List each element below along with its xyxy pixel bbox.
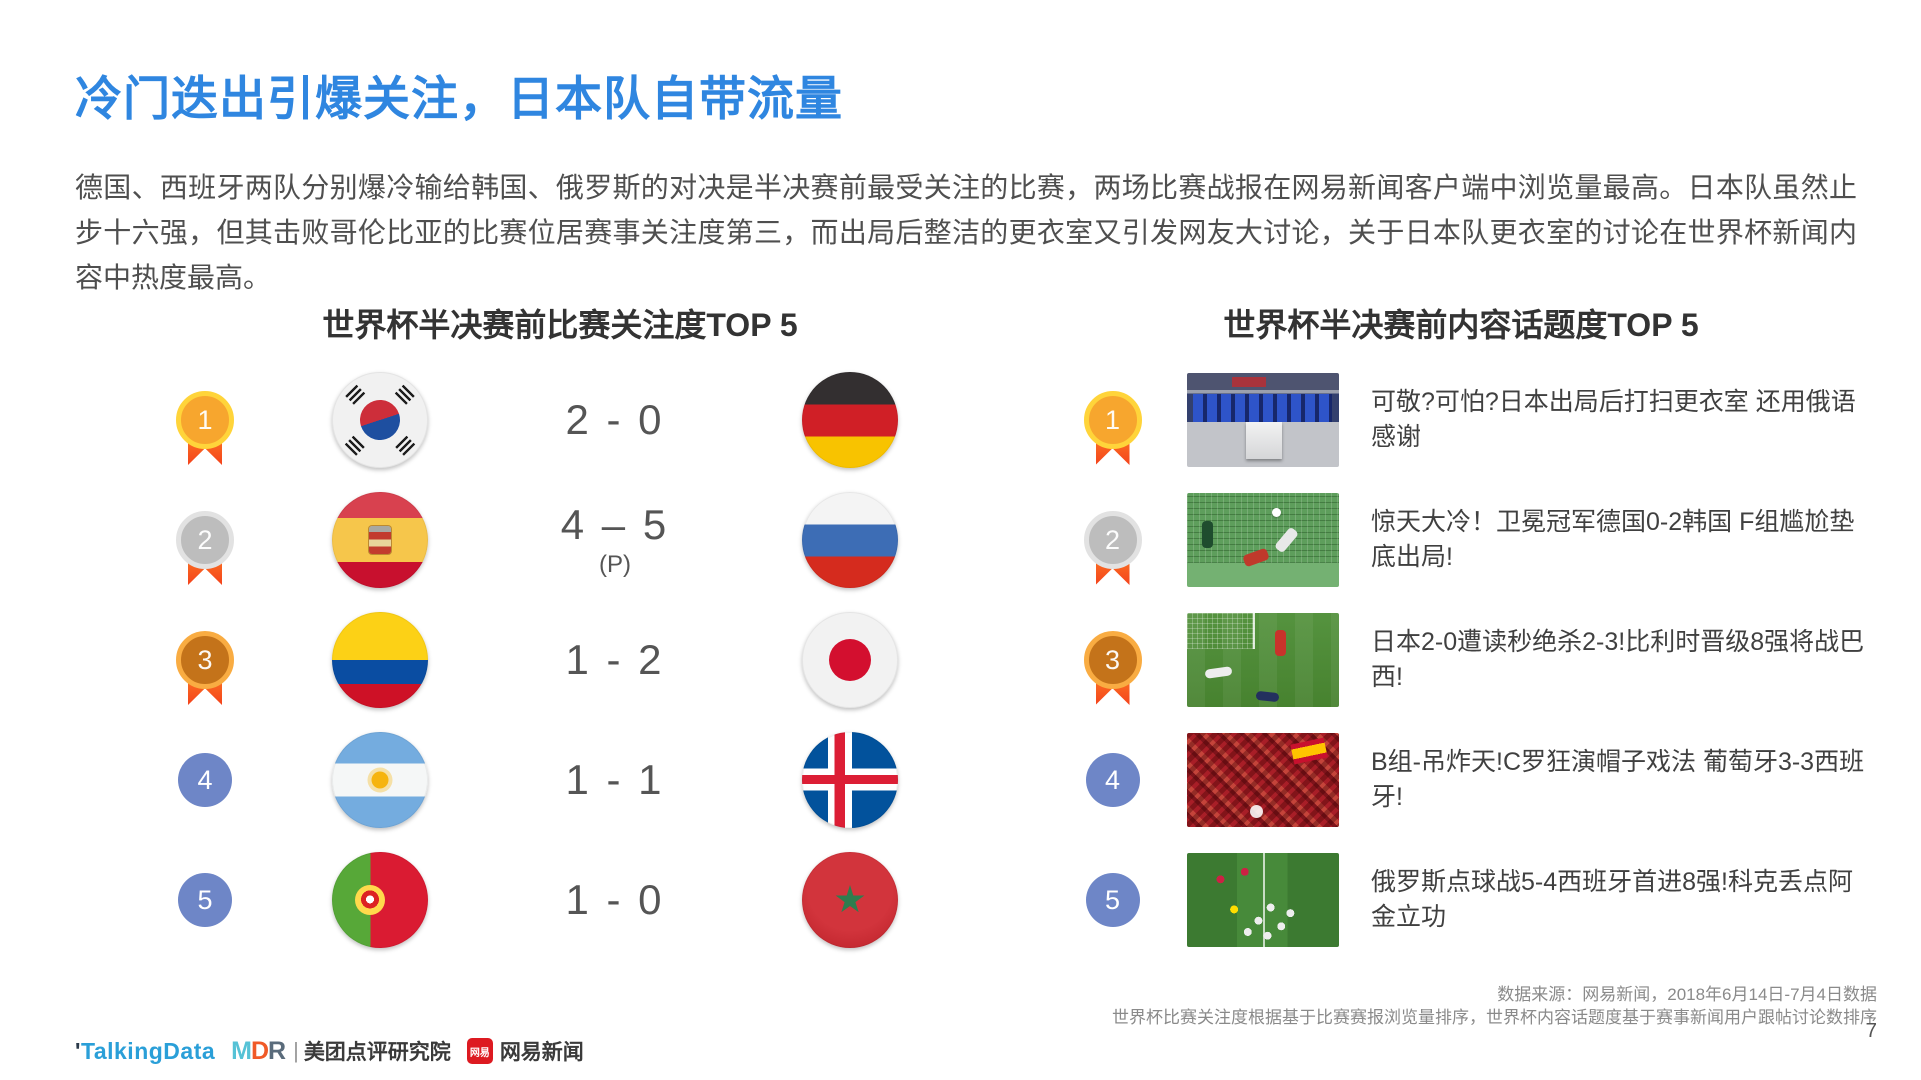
rank-circle: 5 (178, 873, 232, 927)
netease-news-logo: 网易 网易新闻 (466, 1036, 584, 1066)
score-text: 2 - 0 (565, 396, 665, 443)
table-row: 3 1 - 2 (150, 600, 970, 720)
russia-spain-penalty-photo (1186, 853, 1339, 947)
news-headline: B组-吊炸天!C罗狂演帽子戏法 葡萄牙3-3西班牙! (1371, 747, 1865, 812)
table-row: 1 2 - 0 (150, 360, 970, 480)
colombia-flag-icon (332, 612, 428, 708)
spain-fans-crowd-photo (1186, 733, 1339, 827)
rank-silver-medal-icon: 2 (1081, 511, 1145, 585)
page-number: 7 (1865, 1020, 1877, 1042)
japan-belgium-match-photo (1186, 613, 1339, 707)
spain-flag-icon (332, 492, 428, 588)
germany-korea-goal-photo (1186, 493, 1339, 587)
rank-number: 1 (176, 391, 234, 449)
iceland-flag-icon (802, 732, 898, 828)
topic-section-title: 世界杯半决赛前内容话题度TOP 5 (1223, 307, 1699, 343)
south-korea-flag-icon (332, 372, 428, 468)
news-headline: 惊天大冷！卫冕冠军德国0-2韩国 F组尴尬垫底出局! (1371, 507, 1855, 572)
table-row: 4 1 - 1 (150, 720, 970, 840)
score-text: 1 - 0 (565, 876, 665, 923)
score-cell: 1 - 0 (565, 876, 664, 924)
rank-number: 2 (176, 511, 234, 569)
score-text: 1 - 2 (565, 636, 665, 683)
rank-circle: 4 (178, 753, 232, 807)
rank-gold-medal-icon: 1 (173, 391, 237, 465)
data-source-note: 数据来源：网易新闻，2018年6月14日-7月4日数据 世界杯比赛关注度根据基于… (1112, 983, 1877, 1029)
score-cell: 1 - 1 (565, 756, 664, 804)
talkingdata-logo: 'TalkingData (75, 1037, 216, 1064)
match-section-title: 世界杯半决赛前比赛关注度TOP 5 (322, 307, 798, 343)
rank-circle: 5 (1085, 873, 1140, 927)
page-title: 冷门迭出引爆关注，日本队自带流量 (75, 72, 843, 125)
portugal-flag-icon (332, 852, 428, 948)
news-headline: 可敬?可怕?日本出局后打扫更衣室 还用俄语感谢 (1371, 387, 1856, 452)
argentina-flag-icon (332, 732, 428, 828)
list-item: 3 日本2-0遭读秒绝杀2-3!比利时晋级8强将战巴西! (1055, 600, 1867, 720)
japan-locker-room-photo (1186, 373, 1339, 467)
source-line-2: 世界杯比赛关注度根据基于比赛赛报浏览量排序，世界杯内容话题度基于赛事新闻用户跟帖… (1112, 1008, 1877, 1027)
topic-rows: 1 可敬?可怕?日本出局后打扫更衣室 还用俄语感谢 2 惊天大冷！卫冕冠军德国0… (1055, 360, 1867, 960)
japan-flag-icon (802, 612, 898, 708)
news-headline: 俄罗斯点球战5-4西班牙首进8强!科克丢点阿金立功 (1371, 867, 1853, 932)
rank-silver-medal-icon: 2 (173, 511, 237, 585)
score-cell: 2 - 0 (565, 396, 664, 444)
table-row: 5 1 - 0 (150, 840, 970, 960)
rank-bronze-medal-icon: 3 (173, 631, 237, 705)
russia-flag-icon (802, 492, 898, 588)
match-rows: 1 2 - 0 2 4 – 5 (P) 3 1 - 2 4 1 - 1 (150, 360, 970, 960)
morocco-flag-icon (802, 852, 898, 948)
rank-bronze-medal-icon: 3 (1081, 631, 1145, 705)
intro-paragraph: 德国、西班牙两队分别爆冷输给韩国、俄罗斯的对决是半决赛前最受关注的比赛，两场比赛… (75, 172, 1857, 293)
rank-number: 1 (1083, 391, 1142, 449)
score-cell: 4 – 5 (P) (561, 501, 669, 579)
score-text: 1 - 1 (565, 756, 665, 803)
match-attention-section: 世界杯半决赛前比赛关注度TOP 5 1 2 - 0 2 4 – 5 (P) 3 1… (150, 300, 970, 960)
rank-number: 3 (1083, 631, 1142, 689)
germany-flag-icon (802, 372, 898, 468)
rank-gold-medal-icon: 1 (1081, 391, 1145, 465)
news-headline: 日本2-0遭读秒绝杀2-3!比利时晋级8强将战巴西! (1371, 627, 1865, 692)
penalty-note: (P) (598, 551, 631, 578)
score-text: 4 – 5 (560, 501, 670, 548)
content-topic-section: 世界杯半决赛前内容话题度TOP 5 1 可敬?可怕?日本出局后打扫更衣室 还用俄… (1055, 300, 1867, 960)
list-item: 5 俄罗斯点球战5-4西班牙首进8强!科克丢点阿金立功 (1055, 840, 1867, 960)
list-item: 4 B组-吊炸天!C罗狂演帽子戏法 葡萄牙3-3西班牙! (1055, 720, 1867, 840)
list-item: 1 可敬?可怕?日本出局后打扫更衣室 还用俄语感谢 (1055, 360, 1867, 480)
source-line-1: 数据来源：网易新闻，2018年6月14日-7月4日数据 (1497, 985, 1877, 1004)
table-row: 2 4 – 5 (P) (150, 480, 970, 600)
netease-badge-icon: 网易 (466, 1038, 493, 1064)
rank-number: 2 (1083, 511, 1142, 569)
list-item: 2 惊天大冷！卫冕冠军德国0-2韩国 F组尴尬垫底出局! (1055, 480, 1867, 600)
score-cell: 1 - 2 (565, 636, 664, 684)
rank-number: 3 (176, 631, 234, 689)
rank-circle: 4 (1085, 753, 1140, 807)
